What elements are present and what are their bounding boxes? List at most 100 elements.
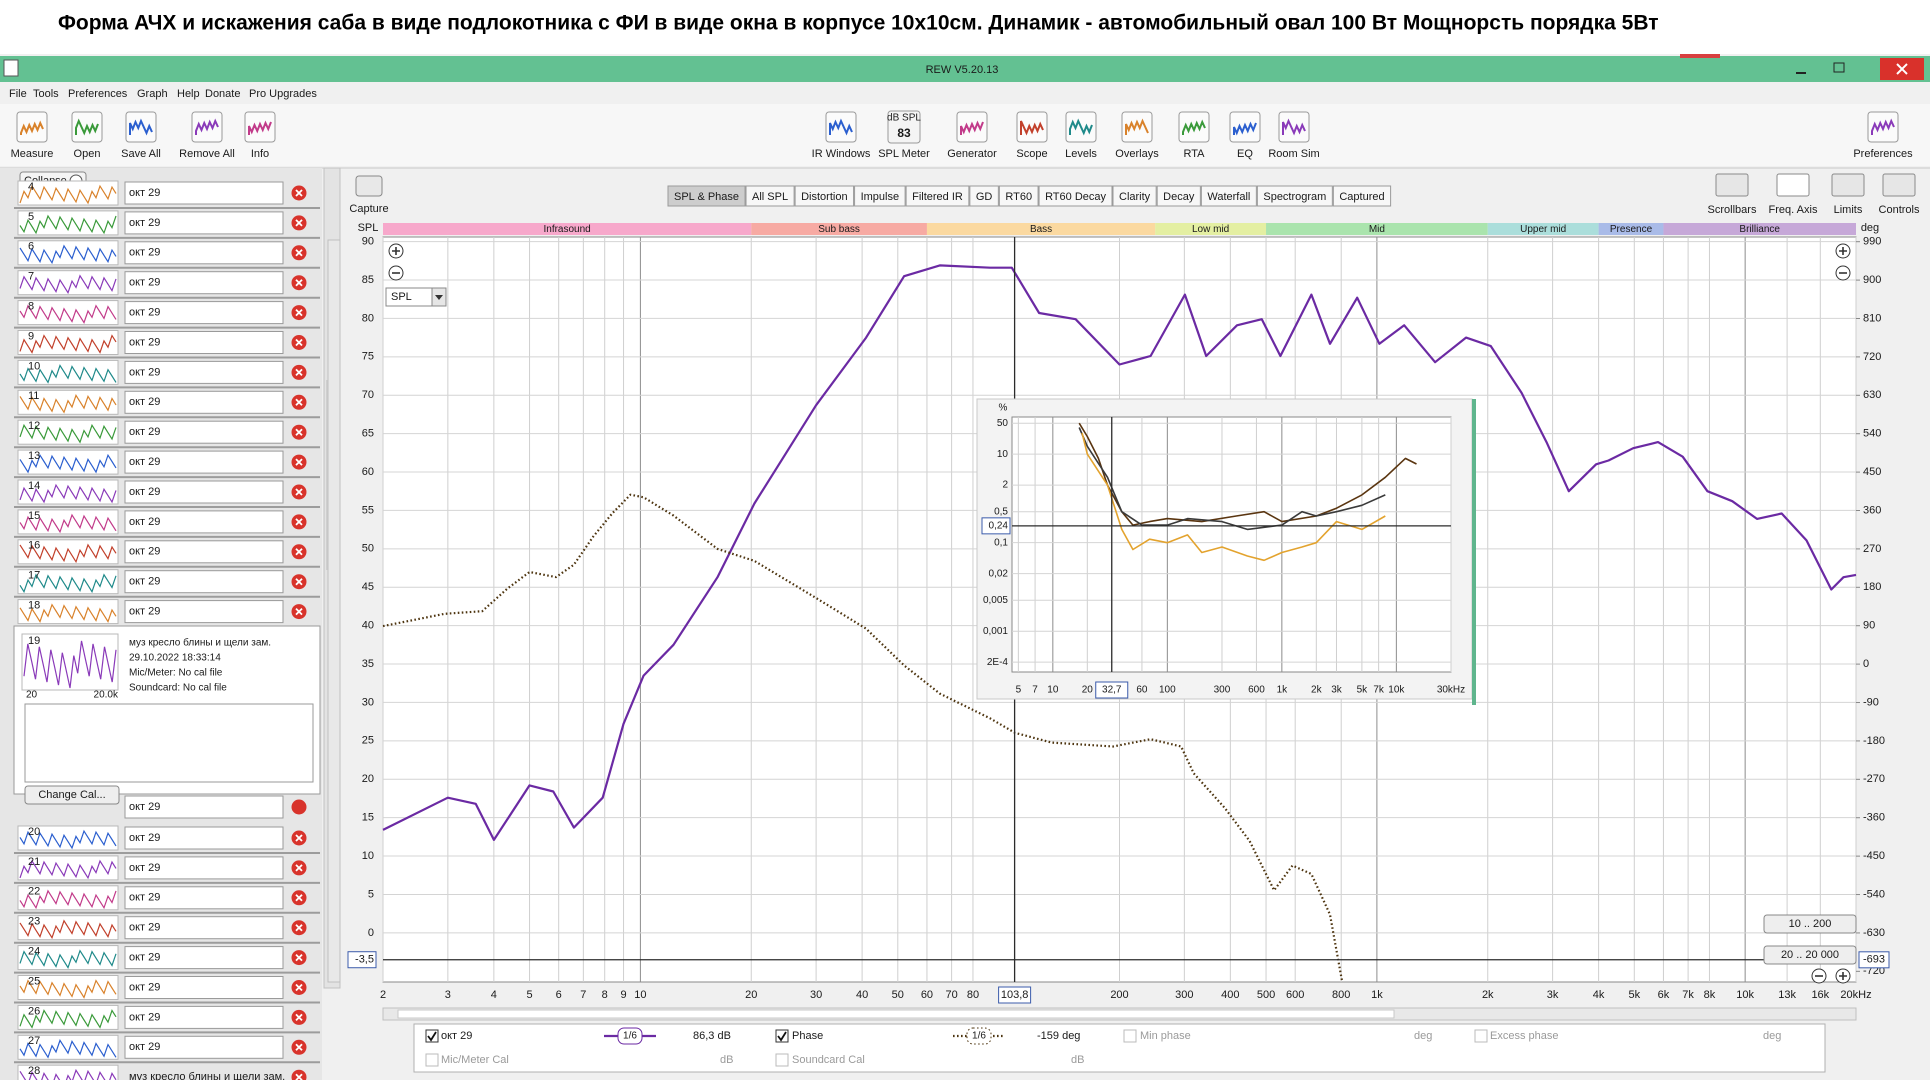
tab-label[interactable]: Captured (1339, 191, 1384, 203)
window-controls[interactable] (1796, 58, 1924, 80)
measurement-name[interactable]: окт 29 (129, 366, 160, 378)
checkbox[interactable] (425, 1053, 439, 1067)
name-box[interactable] (124, 450, 284, 474)
range-button[interactable] (1763, 914, 1857, 934)
range-button-label[interactable]: 10 .. 200 (1789, 918, 1832, 930)
tab[interactable] (1038, 185, 1113, 207)
range-button-label[interactable]: 20 .. 20 000 (1781, 949, 1839, 961)
menu-item[interactable]: Preferences (68, 88, 128, 100)
tab-label[interactable]: Spectrogram (1263, 191, 1326, 203)
spl-meter-icon[interactable] (887, 110, 921, 144)
measurement-name[interactable]: окт 29 (129, 486, 160, 498)
range-button[interactable] (1763, 945, 1857, 965)
change-cal-button[interactable] (24, 785, 120, 805)
measurement-name[interactable]: окт 29 (129, 277, 160, 289)
name-box[interactable] (124, 331, 284, 354)
menu-item[interactable]: Graph (137, 88, 168, 100)
measurement-name[interactable]: окт 29 (129, 546, 160, 558)
tab[interactable] (969, 185, 999, 207)
measurement-name[interactable]: окт 29 (129, 426, 160, 438)
measurement-name[interactable]: окт 29 (129, 187, 160, 199)
name-box[interactable] (124, 570, 284, 594)
measurement-name[interactable]: окт 29 (129, 247, 160, 259)
menu-item[interactable]: Pro Upgrades (249, 88, 317, 100)
toolbar-button[interactable] (1178, 111, 1210, 143)
name-box[interactable] (124, 600, 284, 624)
measurement-name[interactable]: окт 29 (129, 307, 160, 319)
menu-item[interactable]: Help (177, 88, 200, 100)
menu-item[interactable]: Donate (205, 88, 240, 100)
measurement-name[interactable]: окт 29 (129, 862, 160, 874)
name-box[interactable] (124, 480, 284, 504)
delete-button[interactable] (291, 799, 307, 815)
toolbar-button[interactable] (125, 111, 157, 143)
tab-label[interactable]: All SPL (752, 191, 788, 203)
tab-label[interactable]: RT60 Decay (1045, 191, 1106, 203)
toolbar-button[interactable] (244, 111, 276, 143)
tab[interactable] (667, 185, 746, 207)
capture-button[interactable] (355, 175, 383, 197)
toolbar-button[interactable] (956, 111, 988, 143)
tab[interactable] (998, 185, 1039, 207)
name-box[interactable] (124, 795, 284, 819)
measurement-name[interactable]: окт 29 (129, 576, 160, 588)
measurement-name[interactable]: окт 29 (129, 922, 160, 934)
tab-label[interactable]: Distortion (801, 191, 847, 203)
name-box[interactable] (124, 886, 284, 910)
smoothing-box[interactable] (617, 1027, 643, 1045)
tab[interactable] (794, 185, 855, 207)
checkbox[interactable] (425, 1029, 439, 1043)
tab-label[interactable]: SPL & Phase (674, 191, 739, 203)
checkbox[interactable] (1123, 1029, 1137, 1043)
notes-box[interactable] (24, 703, 314, 783)
measurement-name[interactable]: окт 29 (129, 456, 160, 468)
measurement-name[interactable]: окт 29 (129, 981, 160, 993)
graph-tool[interactable] (1776, 173, 1810, 197)
checkbox[interactable] (775, 1053, 789, 1067)
name-box[interactable] (124, 211, 284, 235)
measurement-name[interactable]: окт 29 (129, 1011, 160, 1023)
tab-label[interactable]: Decay (1163, 191, 1195, 203)
tab-label[interactable]: Impulse (861, 191, 900, 203)
menu-item[interactable]: File (9, 88, 27, 100)
name-box[interactable] (124, 271, 284, 295)
tab[interactable] (1112, 185, 1157, 207)
graph-scrollbar[interactable] (327, 239, 341, 983)
measurement-name[interactable]: окт 29 (129, 516, 160, 528)
tab-label[interactable]: Waterfall (1207, 191, 1250, 203)
tab-label[interactable]: RT60 (1005, 191, 1032, 203)
name-box[interactable] (124, 1035, 284, 1059)
name-box[interactable] (124, 181, 284, 205)
tab[interactable] (1200, 185, 1257, 207)
measurement-name[interactable]: окт 29 (129, 217, 160, 229)
measurement-name[interactable]: окт 29 (129, 336, 160, 348)
graph-tool[interactable] (1831, 173, 1865, 197)
toolbar-button[interactable] (825, 111, 857, 143)
measurement-name[interactable]: окт 29 (129, 892, 160, 904)
smoothing-box[interactable] (966, 1027, 992, 1045)
name-box[interactable] (124, 301, 284, 325)
measurement-name[interactable]: муз кресло блины и щели зам. (129, 1071, 285, 1080)
graph-tool[interactable] (1882, 173, 1916, 197)
measurement-name[interactable]: окт 29 (129, 832, 160, 844)
toolbar-button[interactable] (1121, 111, 1153, 143)
delete-button[interactable] (291, 1069, 307, 1080)
tab[interactable] (1256, 185, 1333, 207)
checkbox[interactable] (775, 1029, 789, 1043)
change-cal-label[interactable]: Change Cal... (38, 789, 105, 801)
graph-hscrollbar-thumb[interactable] (397, 1009, 1395, 1019)
tab-label[interactable]: Filtered IR (912, 191, 963, 203)
measurement-name[interactable]: окт 29 (129, 1041, 160, 1053)
tab-label[interactable]: GD (976, 191, 993, 203)
measurement-name[interactable]: окт 29 (129, 952, 160, 964)
measurement-name[interactable]: окт 29 (129, 396, 160, 408)
checkbox[interactable] (1474, 1029, 1488, 1043)
tab[interactable] (1156, 185, 1201, 207)
name-box[interactable] (124, 420, 284, 444)
toolbar-button[interactable] (1278, 111, 1310, 143)
menu-item[interactable]: Tools (33, 88, 59, 100)
name-box[interactable] (124, 390, 284, 414)
name-box[interactable] (124, 510, 284, 534)
name-box[interactable] (124, 241, 284, 265)
name-box[interactable] (124, 360, 284, 384)
